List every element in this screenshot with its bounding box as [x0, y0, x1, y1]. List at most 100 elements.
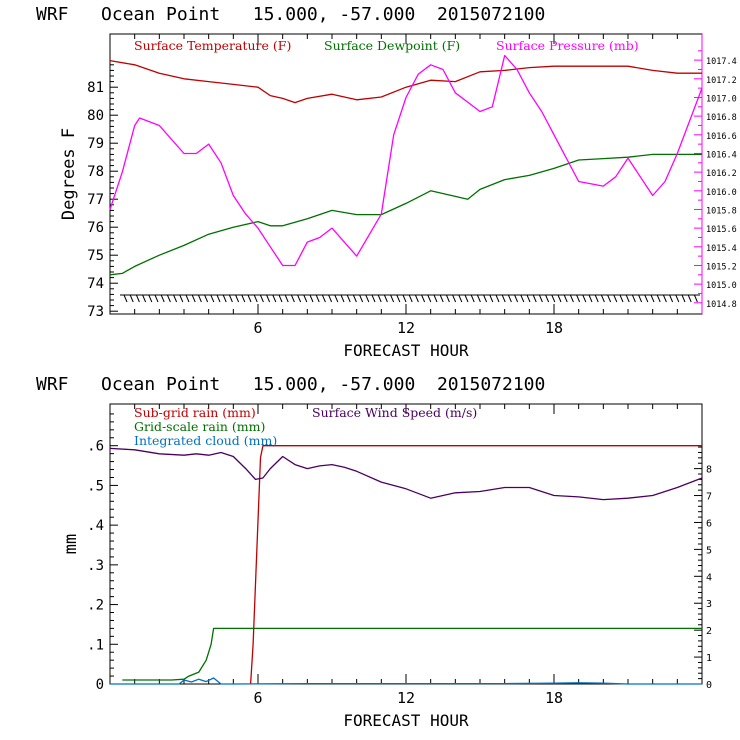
- bottom-y-axis-label: mm: [61, 534, 81, 554]
- wind-barb-icon: [290, 294, 295, 303]
- bottom-legend: Sub-grid rain (mm) Grid-scale rain (mm) …: [134, 405, 477, 448]
- wind-barb-icon: [377, 294, 382, 303]
- left-tick-label: 0: [96, 677, 104, 693]
- wind-barb-icon: [179, 294, 184, 303]
- wind-barb-icon: [359, 294, 364, 303]
- wind-barb-icon: [551, 294, 556, 303]
- wind-barb-icon: [328, 294, 333, 303]
- temperature-pressure-panel: WRF Ocean Point 15.000, -57.000 20150721…: [36, 4, 737, 360]
- bottom-series-group: [109, 445, 703, 685]
- wind-barb-icon: [656, 294, 661, 303]
- wind-barb-icon: [557, 294, 562, 303]
- wind-barb-icon: [402, 294, 407, 303]
- bottom-x-axis: 6 12 18: [134, 404, 678, 707]
- wind-barb-icon: [675, 294, 680, 303]
- wind-barb-icon: [563, 294, 568, 303]
- right-tick-label: 1014.8: [706, 300, 737, 310]
- right-tick-label: 4: [706, 572, 712, 583]
- surface-dewpoint-line: [109, 153, 702, 276]
- legend-surface-temperature: Surface Temperature (F): [134, 38, 291, 53]
- wind-barb-icon: [297, 294, 302, 303]
- left-tick-label: .6: [87, 439, 104, 455]
- wind-barb-icon: [148, 294, 153, 303]
- wind-barb-icon: [526, 294, 531, 303]
- wind-barb-icon: [259, 294, 264, 303]
- wind-barb-icon: [644, 294, 649, 303]
- wind-barb-icon: [662, 294, 667, 303]
- wind-barb-icon: [204, 294, 209, 303]
- top-y-axis-label: Degrees F: [59, 128, 79, 220]
- top-x-axis-label: FORECAST HOUR: [343, 341, 469, 360]
- wind-barb-icon: [383, 294, 388, 303]
- right-tick-label: 0: [706, 680, 712, 691]
- wind-barb-icon: [365, 294, 370, 303]
- wind-barb-icon: [445, 294, 450, 303]
- wind-barb-icon: [414, 294, 419, 303]
- wind-barb-icon: [687, 294, 692, 303]
- legend-surface-pressure: Surface Pressure (mb): [496, 38, 639, 53]
- right-tick-label: 1016.8: [706, 113, 737, 123]
- left-tick-label: .3: [87, 558, 104, 574]
- legend-surface-dewpoint: Surface Dewpoint (F): [324, 38, 460, 53]
- wind-barb-icon: [495, 294, 500, 303]
- right-tick-label: 1: [706, 653, 712, 664]
- wind-barb-icon: [427, 294, 432, 303]
- wind-barb-icon: [123, 294, 128, 303]
- wind-barb-icon: [346, 294, 351, 303]
- left-tick-label: .4: [87, 518, 104, 534]
- wind-barb-icon: [582, 294, 587, 303]
- left-tick-label: 77: [87, 192, 104, 208]
- left-tick-label: 79: [87, 136, 104, 152]
- right-tick-label: 1016.0: [706, 188, 737, 198]
- x-tick-label: 18: [545, 319, 563, 337]
- wind-barb-icon: [408, 294, 413, 303]
- wind-barb-icon: [576, 294, 581, 303]
- right-tick-label: 1017.4: [706, 57, 737, 67]
- wind-barb-icon: [185, 294, 190, 303]
- right-tick-label: 1015.2: [706, 262, 737, 272]
- wind-barb-icon: [266, 294, 271, 303]
- wind-barb-icon: [507, 294, 512, 303]
- wind-barb-icon: [315, 294, 320, 303]
- right-tick-label: 1017.2: [706, 76, 737, 86]
- right-tick-label: 1016.4: [706, 150, 737, 160]
- legend-grid-scale-rain: Grid-scale rain (mm): [134, 419, 265, 434]
- legend-sub-grid-rain: Sub-grid rain (mm): [134, 405, 256, 420]
- bottom-right-axis: 0 1 2 3 4 5 6 7 8: [694, 446, 712, 691]
- wind-barb-icon: [334, 294, 339, 303]
- wind-barb-icon: [638, 294, 643, 303]
- sub-grid-rain-line: [249, 445, 702, 685]
- wind-barb-icon: [253, 294, 258, 303]
- wind-barb-icon: [222, 294, 227, 303]
- wind-barb-icon: [284, 294, 289, 303]
- precipitation-wind-panel: WRF Ocean Point 15.000, -57.000 20150721…: [36, 374, 712, 730]
- wind-barb-icon: [452, 294, 457, 303]
- wind-barb-icon: [470, 294, 475, 303]
- wind-barb-icon: [340, 294, 345, 303]
- wind-barb-icon: [321, 294, 326, 303]
- wind-barb-icon: [135, 294, 140, 303]
- x-tick-label: 6: [253, 319, 262, 337]
- right-tick-label: 1015.4: [706, 244, 737, 254]
- wind-barb-icon: [464, 294, 469, 303]
- left-tick-label: 75: [87, 248, 104, 264]
- wind-barb-icon: [154, 294, 159, 303]
- wind-barb-row: [120, 294, 700, 303]
- x-tick-label: 12: [397, 689, 415, 707]
- wind-barb-icon: [166, 294, 171, 303]
- wind-barb-icon: [309, 294, 314, 303]
- right-tick-label: 1017.0: [706, 94, 737, 104]
- left-tick-label: .5: [87, 478, 104, 494]
- wind-barb-icon: [235, 294, 240, 303]
- wind-barb-icon: [532, 294, 537, 303]
- right-tick-label: 1015.8: [706, 206, 737, 216]
- wind-barb-icon: [228, 294, 233, 303]
- wind-barb-icon: [538, 294, 543, 303]
- integrated-cloud-line: [110, 677, 702, 685]
- x-tick-label: 6: [253, 689, 262, 707]
- top-plot-frame: [109, 33, 703, 315]
- top-right-axis: 1014.8 1015.0 1015.2 1015.4 1015.6 1015.8 1016…: [694, 50, 737, 310]
- left-tick-label: 73: [87, 304, 104, 320]
- wind-barb-icon: [613, 294, 618, 303]
- legend-surface-wind-speed: Surface Wind Speed (m/s): [312, 405, 477, 420]
